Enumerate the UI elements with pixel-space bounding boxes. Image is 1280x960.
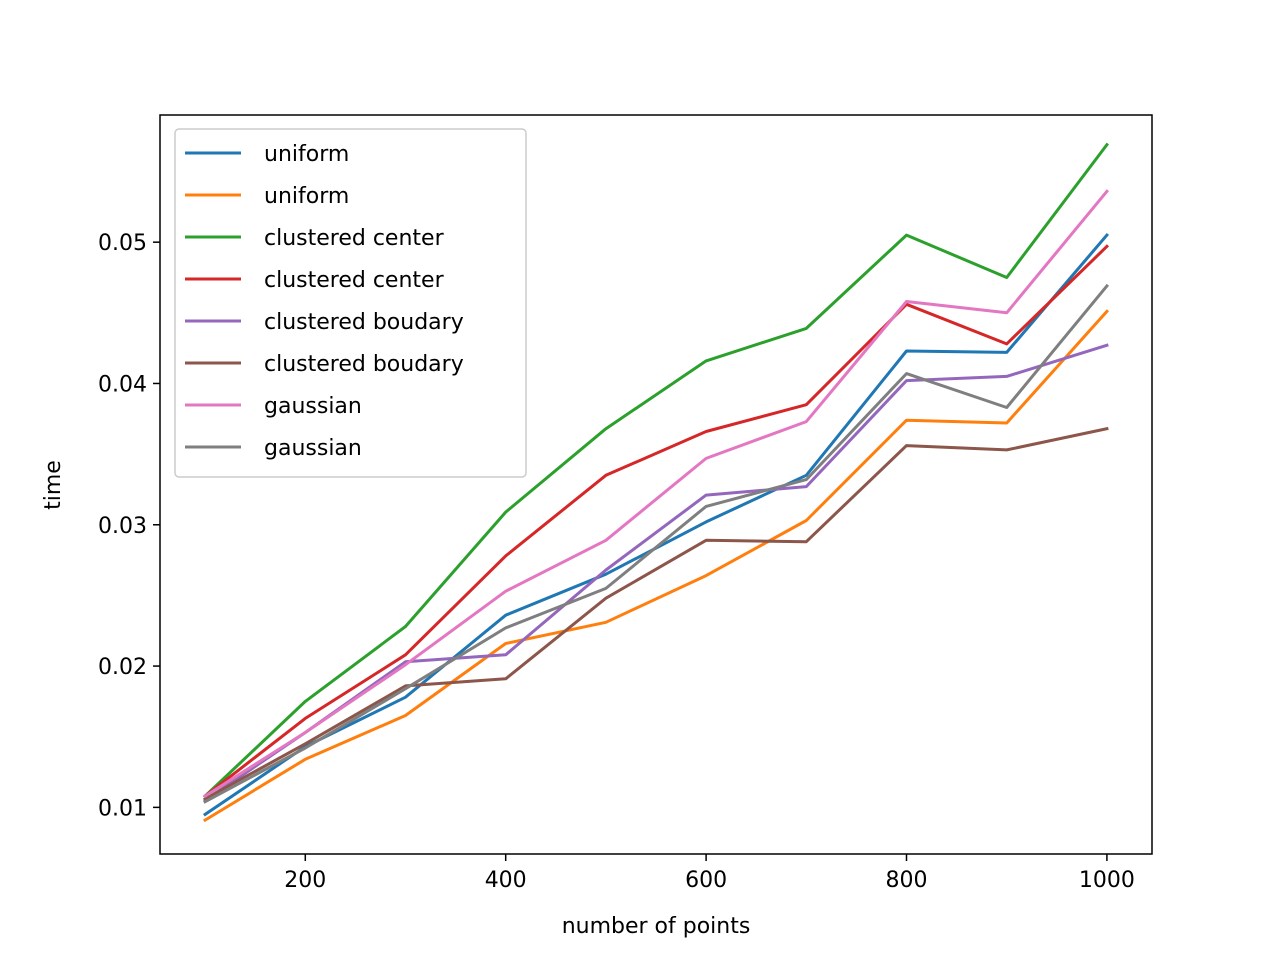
- x-tick-label: 400: [485, 868, 527, 893]
- legend-label-2: uniform: [264, 184, 349, 209]
- y-tick-label: 0.05: [98, 231, 147, 256]
- y-tick-label: 0.03: [98, 514, 147, 539]
- legend-label-8: gaussian: [264, 436, 362, 461]
- series-line-4: [202, 244, 1110, 799]
- x-tick-label: 600: [685, 868, 727, 893]
- series-layer: [202, 142, 1110, 823]
- series-line-7: [203, 189, 1110, 799]
- x-axis-label: number of points: [562, 914, 751, 939]
- legend-box: [174, 128, 527, 478]
- legend-label-1: uniform: [264, 142, 349, 167]
- x-tick-label: 1000: [1079, 868, 1135, 893]
- y-tick-label: 0.02: [98, 655, 147, 680]
- y-tick-label: 0.04: [98, 372, 147, 397]
- y-tick-label: 0.01: [98, 796, 147, 821]
- legend-label-6: clustered boudary: [264, 352, 464, 377]
- x-axis: 200 400 600 800 1000: [284, 854, 1135, 893]
- series-line-3: [202, 142, 1110, 799]
- series-line-8: [203, 283, 1110, 804]
- plot-frame: [159, 114, 1153, 855]
- legend-label-4: clustered center: [264, 268, 445, 293]
- series-line-2: [203, 309, 1110, 823]
- y-axis-label: time: [41, 460, 66, 510]
- legend-label-7: gaussian: [264, 394, 362, 419]
- x-tick-label: 200: [284, 868, 326, 893]
- y-axis: 0.01 0.02 0.03 0.04 0.05: [98, 231, 160, 821]
- legend-label-3: clustered center: [264, 226, 445, 251]
- x-tick-label: 800: [886, 868, 928, 893]
- legend-label-5: clustered boudary: [264, 310, 464, 335]
- legend: uniform uniform clustered center clustered …: [174, 128, 527, 478]
- series-line-6: [203, 426, 1109, 801]
